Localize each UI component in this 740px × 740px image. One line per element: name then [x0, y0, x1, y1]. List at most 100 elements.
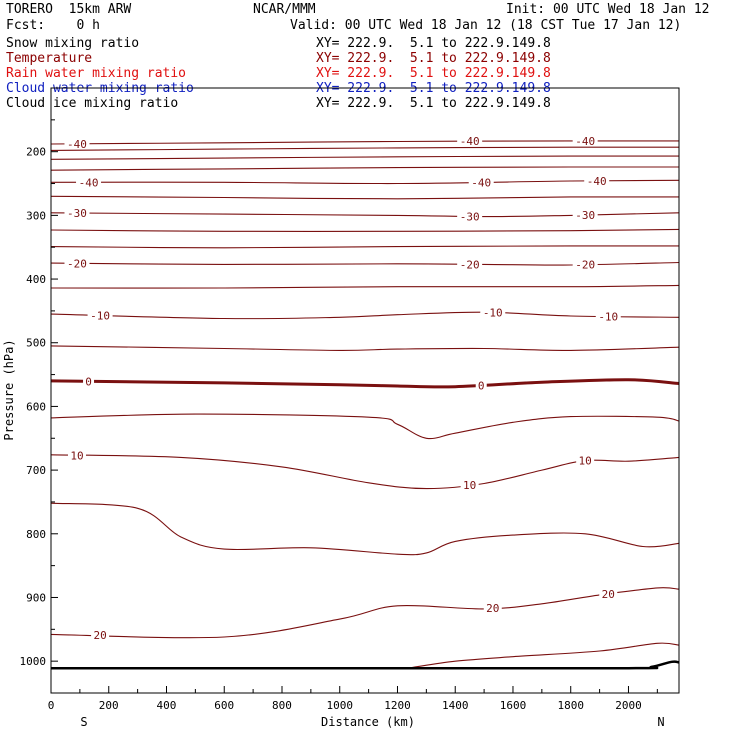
isotherm-label-bg — [475, 379, 487, 392]
isotherm-label-bg — [595, 310, 621, 323]
init-time: Init: 00 UTC Wed 18 Jan 12 — [506, 2, 710, 17]
isotherm-label-bg — [480, 306, 506, 319]
isotherm-label: -20 — [460, 258, 480, 271]
plot-frame — [50, 87, 680, 694]
isotherm-line — [50, 413, 680, 440]
isotherm-label: -20 — [67, 257, 87, 270]
isotherm-label: -40 — [79, 176, 99, 189]
isotherm-label: 10 — [579, 455, 592, 468]
isotherm-line — [50, 587, 680, 639]
isotherm-label: -40 — [575, 135, 595, 148]
isotherm-label: 20 — [602, 588, 615, 601]
field-name-4: Cloud ice mixing ratio — [6, 96, 179, 111]
y-tick-label: 300 — [26, 209, 46, 222]
isotherm-line — [50, 166, 680, 171]
isotherm-label-bg — [67, 449, 86, 462]
isotherm-label: -20 — [575, 259, 595, 272]
isotherm-label-bg — [457, 210, 483, 223]
field-name-0: Snow mixing ratio — [6, 36, 140, 51]
isotherm-label-bg — [87, 309, 113, 322]
isotherm-label: -10 — [90, 309, 110, 322]
isotherm-label-bg — [457, 135, 483, 148]
x-tick-label: 200 — [99, 699, 119, 712]
isotherm-label-bg — [576, 454, 595, 467]
isotherm-label-bg — [599, 587, 618, 600]
isotherm-label: 20 — [93, 629, 106, 642]
field-xy-0: XY= 222.9. 5.1 to 222.9.149.8 — [316, 36, 551, 51]
isotherm-layer: -40 -40 -40 -40 -40 -40 -30 -30 -30 -20 -20 -20 -10 -… — [50, 134, 680, 669]
isotherm-label: -40 — [67, 138, 87, 151]
y-tick-label: 700 — [26, 464, 46, 477]
terrain-line — [51, 660, 680, 670]
isotherm-label-bg — [468, 176, 494, 189]
axis-layer: 0 200 400 600 800 1000 1200 1400 1600 1800 2000200… — [20, 119, 658, 712]
isotherm-label: -30 — [67, 207, 87, 220]
isotherm-label-bg — [460, 478, 479, 491]
isotherm-line — [50, 502, 680, 556]
isotherm-label-bg — [457, 258, 483, 271]
isotherm-label: -30 — [460, 210, 480, 223]
center-title: NCAR/MMM — [253, 2, 316, 17]
isotherm-line — [50, 195, 680, 200]
y-tick-label: 500 — [26, 337, 46, 350]
x-tick-label: 2000 — [615, 699, 642, 712]
isotherm-label: 10 — [463, 479, 476, 492]
y-tick-label: 400 — [26, 273, 46, 286]
isotherm-label: 20 — [486, 602, 499, 615]
isotherm-label: -40 — [471, 176, 491, 189]
ground-layer — [51, 660, 680, 670]
forecast-hour: Fcst: 0 h — [6, 18, 100, 33]
isotherm-label-bg — [64, 257, 90, 270]
isotherm-line — [50, 454, 680, 490]
isotherm-label-bg — [64, 207, 90, 220]
isotherm-label: 10 — [70, 449, 83, 462]
isotherm-label-bg — [584, 174, 610, 187]
isotherm-label-bg — [572, 209, 598, 222]
x-tick-label: 600 — [214, 699, 234, 712]
north-label: N — [657, 715, 664, 729]
x-axis-label: Distance (km) — [321, 715, 415, 729]
field-xy-4: XY= 222.9. 5.1 to 222.9.149.8 — [316, 96, 551, 111]
isotherm-label: 0 — [85, 375, 92, 388]
isotherm-label: -40 — [587, 175, 607, 188]
model-title: TORERO 15km ARW — [6, 2, 132, 17]
isotherm-line — [50, 228, 680, 232]
isotherm-label-bg — [64, 137, 90, 150]
isotherm-label: -10 — [483, 307, 503, 320]
isotherm-line — [50, 345, 680, 351]
isotherm-label: -30 — [575, 209, 595, 222]
x-tick-label: 1000 — [326, 699, 353, 712]
isotherm-line — [411, 642, 680, 669]
isotherm-line — [50, 155, 680, 160]
isotherm-label-bg — [91, 629, 110, 642]
x-tick-label: 1400 — [442, 699, 469, 712]
y-tick-label: 200 — [26, 146, 46, 159]
y-tick-label: 900 — [26, 591, 46, 604]
field-name-1: Temperature — [6, 51, 93, 66]
x-tick-label: 400 — [157, 699, 177, 712]
x-tick-label: 0 — [48, 699, 55, 712]
x-tick-label: 1200 — [384, 699, 411, 712]
isotherm-label-bg — [83, 375, 95, 388]
isotherm-line — [50, 245, 680, 249]
isotherm-line — [50, 378, 680, 389]
isotherm-label-bg — [572, 258, 598, 271]
field-xy-2: XY= 222.9. 5.1 to 222.9.149.8 — [316, 66, 551, 81]
isotherm-line — [50, 311, 680, 320]
x-tick-label: 800 — [272, 699, 292, 712]
y-axis-label: Pressure (hPa) — [2, 339, 16, 440]
isotherm-label: -10 — [598, 310, 618, 323]
y-tick-label: 1000 — [20, 655, 47, 668]
isotherm-label-bg — [572, 134, 598, 147]
isotherm-label-bg — [483, 602, 502, 615]
field-xy-1: XY= 222.9. 5.1 to 222.9.149.8 — [316, 51, 551, 66]
south-label: S — [80, 715, 87, 729]
isotherm-label: 0 — [478, 379, 485, 392]
isotherm-label-bg — [76, 176, 102, 189]
field-name-2: Rain water mixing ratio — [6, 66, 187, 81]
y-tick-label: 800 — [26, 528, 46, 541]
isotherm-line — [50, 284, 680, 289]
isotherm-label: -40 — [460, 135, 480, 148]
isotherm-line — [50, 146, 680, 151]
